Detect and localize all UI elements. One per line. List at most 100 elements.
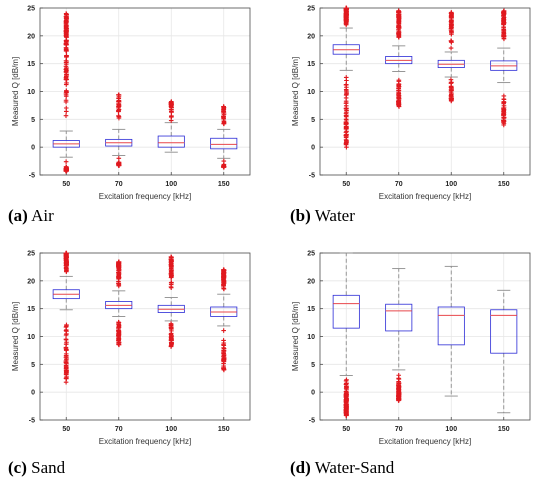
boxplot-svg: -5 0 5 10 15 20 25 50 70 100 150 Excitation frequen… [291, 6, 531, 201]
outlier-point [343, 106, 349, 111]
y-tick-label: 5 [311, 117, 315, 124]
outlier-point [501, 109, 506, 115]
outlier-point [63, 66, 69, 72]
outlier-point [116, 108, 121, 113]
outlier-point [221, 267, 226, 272]
outlier-point [63, 159, 69, 164]
outlier-point [116, 113, 121, 119]
outlier-point [168, 118, 174, 123]
outlier-point [501, 122, 507, 128]
outlier-point [63, 11, 69, 16]
chart-panel-sand: -5 0 5 10 15 20 25 50 70 100 150 Excitation frequen… [0, 245, 265, 446]
outlier-point [501, 97, 507, 102]
outlier-point [63, 372, 69, 378]
outlier-point [64, 347, 69, 353]
outlier-point [116, 281, 122, 287]
outlier-point [169, 280, 174, 285]
y-tick-label: 20 [27, 278, 35, 285]
outlier-point [449, 22, 454, 27]
outlier-point [396, 387, 402, 393]
y-tick-label: 15 [307, 61, 315, 68]
outlier-point [221, 281, 227, 286]
outlier-point [168, 326, 174, 332]
outlier-point [396, 99, 401, 105]
outlier-point [63, 332, 69, 338]
box-50 [52, 250, 80, 385]
outlier-point [396, 392, 402, 397]
x-tick-label: 150 [218, 181, 230, 188]
outlier-point [64, 257, 69, 262]
outlier-point [169, 99, 174, 104]
outlier-point [64, 266, 69, 272]
outlier-point [344, 138, 349, 144]
box-100 [157, 254, 185, 349]
outlier-point [343, 389, 349, 395]
outlier-point [116, 332, 122, 338]
box-70 [385, 268, 413, 403]
outlier-point [221, 358, 227, 364]
outlier-point [64, 60, 69, 65]
box-70 [385, 8, 413, 109]
outlier-point [221, 367, 227, 373]
box-150 [490, 8, 518, 128]
outlier-point [63, 164, 69, 169]
outlier-point [168, 261, 174, 267]
y-tick-label: 0 [31, 145, 35, 152]
caption-sand: (c) Sand [8, 458, 66, 477]
outlier-point [221, 328, 226, 333]
x-tick-label: 70 [115, 181, 123, 188]
outlier-point [396, 27, 401, 32]
outlier-point [344, 380, 349, 386]
outlier-point [116, 99, 122, 105]
outlier-point [63, 324, 69, 330]
outlier-point [501, 16, 506, 22]
x-axis-label: Excitation frequency [kHz] [379, 437, 471, 446]
iqr-box [157, 135, 185, 148]
outlier-point [449, 10, 454, 15]
outlier-point [64, 28, 69, 34]
outlier-point [116, 274, 121, 280]
x-tick-label: 150 [218, 426, 230, 433]
outlier-point [221, 116, 226, 122]
box-100 [437, 10, 465, 104]
x-axis-label: Excitation frequency [kHz] [99, 192, 191, 201]
y-tick-label: 25 [307, 251, 315, 258]
y-tick-label: -5 [29, 173, 35, 180]
box-70 [105, 92, 133, 168]
outlier-point [169, 113, 174, 119]
x-tick-label: 50 [62, 181, 70, 188]
y-axis-label: Measured Q [dB/m] [11, 302, 20, 371]
chart-panel-water: -5 0 5 10 15 20 25 50 70 100 150 Excitation frequen… [280, 0, 545, 201]
outlier-point [221, 273, 226, 278]
outlier-point [64, 47, 69, 53]
outlier-point [64, 89, 69, 94]
outlier-point [168, 334, 174, 340]
outlier-point [221, 158, 227, 164]
x-tick-label: 150 [498, 426, 510, 433]
outlier-point [116, 321, 121, 327]
outlier-point [169, 105, 174, 110]
outlier-point [396, 398, 401, 403]
box-150 [490, 289, 518, 414]
outlier-point [448, 15, 454, 20]
y-tick-label: 0 [311, 145, 315, 152]
y-tick-label: 10 [307, 334, 315, 341]
outlier-point [63, 379, 69, 385]
x-axis-label: Excitation frequency [kHz] [379, 192, 471, 201]
outlier-point [63, 355, 69, 360]
iqr-box [210, 137, 238, 150]
y-tick-label: 5 [31, 362, 35, 369]
y-tick-label: 5 [311, 362, 315, 369]
y-tick-label: 10 [307, 89, 315, 96]
outlier-point [501, 115, 507, 120]
y-tick-label: -5 [29, 418, 35, 425]
outlier-point [168, 322, 174, 328]
x-tick-label: 150 [498, 181, 510, 188]
outlier-point [63, 22, 69, 28]
outlier-point [396, 81, 402, 87]
outlier-point [116, 259, 121, 265]
outlier-point [116, 92, 121, 98]
outlier-point [168, 254, 174, 260]
x-tick-label: 50 [62, 426, 70, 433]
outlier-point [343, 16, 349, 22]
